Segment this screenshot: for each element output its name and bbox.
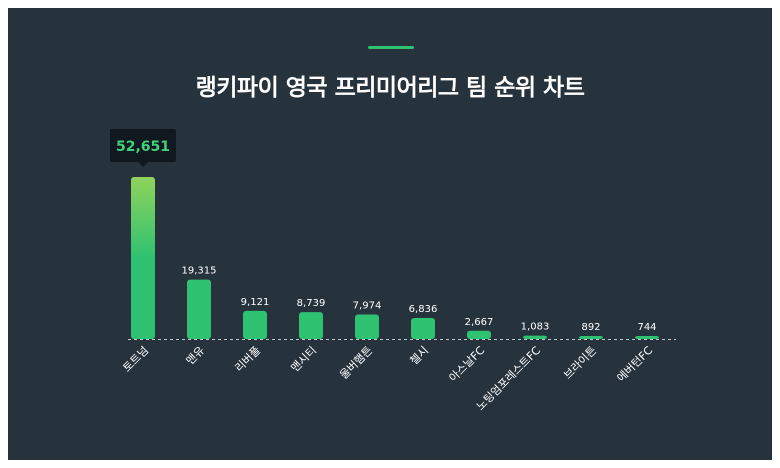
bar-5[interactable] [411, 317, 435, 339]
bar-value-label: 8,739 [297, 298, 326, 309]
tooltip-value: 52,651 [116, 139, 170, 155]
title-accent-line [368, 46, 414, 49]
bar-value-label: 7,974 [353, 300, 382, 311]
value-tooltip: 52,651 [110, 129, 176, 167]
bar-4[interactable] [355, 314, 379, 339]
category-label: 맨시티 [288, 344, 319, 375]
bar-3[interactable] [299, 312, 323, 339]
tooltip-pointer [138, 162, 148, 167]
bar-value-label: 2,667 [465, 317, 494, 328]
tooltip-box [110, 129, 176, 162]
bar-1[interactable] [187, 279, 211, 339]
category-label: 울버햄튼 [337, 344, 375, 382]
chart-title: 랭키파이 영국 프리미어리그 팀 순위 차트 [195, 75, 585, 101]
category-label: 토트넘 [120, 344, 151, 375]
category-label: 브라이튼 [561, 344, 599, 382]
category-label: 리버풀 [232, 344, 263, 375]
bar-value-label: 892 [581, 322, 600, 333]
bar-0[interactable] [131, 177, 155, 339]
bar-2[interactable] [243, 310, 267, 339]
bar-value-label: 9,121 [241, 297, 270, 308]
category-label: 첼시 [408, 344, 432, 368]
bar-9[interactable] [635, 336, 659, 339]
category-label: 아스날FC [447, 344, 488, 385]
bar-value-label: 6,836 [409, 304, 438, 315]
chart-panel: 랭키파이 영국 프리미어리그 팀 순위 차트 토트넘 19,315 맨유 9,121 리… [8, 8, 772, 460]
bar-value-label: 744 [637, 322, 656, 333]
bar-7[interactable] [523, 335, 547, 339]
category-label: 맨유 [184, 344, 208, 368]
bar-value-label: 1,083 [521, 322, 550, 333]
bar-8[interactable] [579, 336, 603, 339]
bar-6[interactable] [467, 330, 491, 339]
bar-value-label: 19,315 [182, 266, 217, 277]
category-label: 에버턴FC [615, 344, 656, 385]
bar-chart: 토트넘 19,315 맨유 9,121 리버풀 8,739 맨시티 7,974 울버햄튼 6,83… [110, 129, 676, 413]
